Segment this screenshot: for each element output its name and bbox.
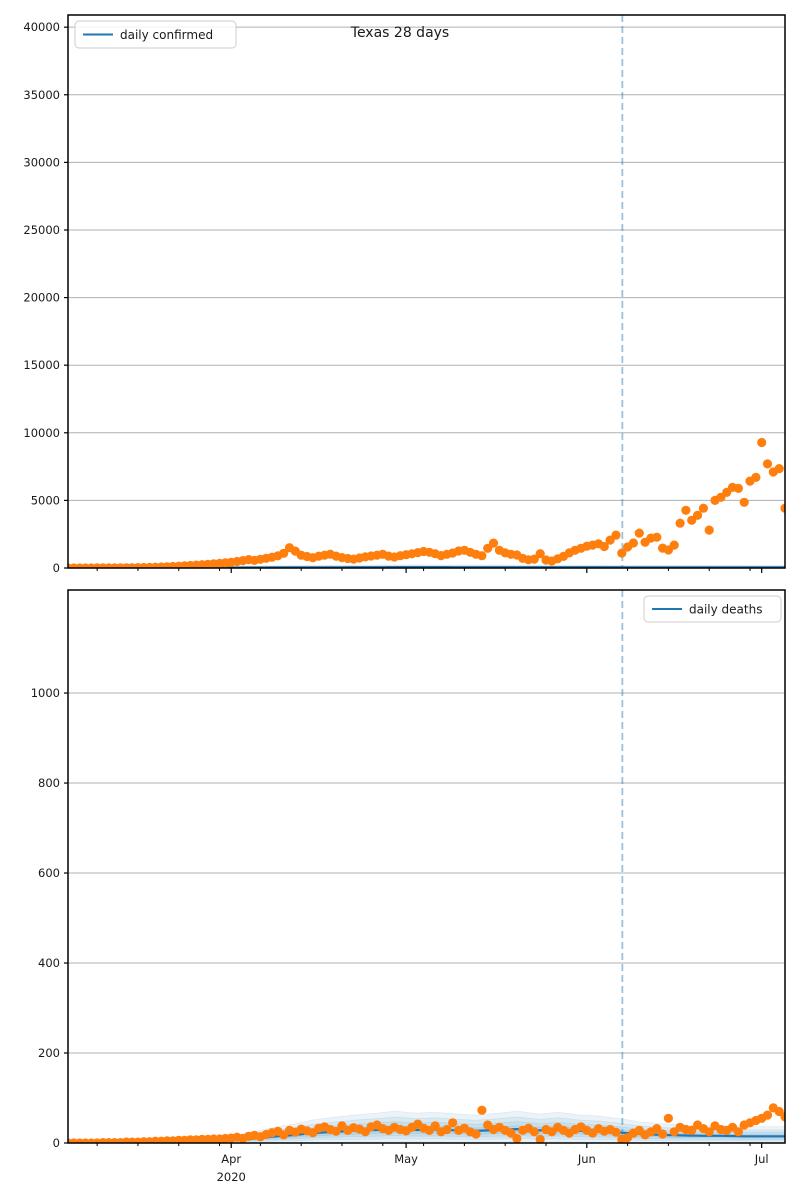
scatter-point <box>617 548 627 558</box>
y-tick-label: 25000 <box>23 223 60 237</box>
render-root: 0500010000150002000025000300003500040000… <box>23 14 786 1184</box>
y-tick-label: 400 <box>38 956 60 970</box>
axes-frame <box>67 14 786 569</box>
y-tick-label: 15000 <box>23 358 60 372</box>
x-tick-label: Apr <box>221 1152 241 1166</box>
scatter-point <box>652 532 662 542</box>
scatter-point <box>442 1124 452 1135</box>
legend-label: daily deaths <box>689 603 762 617</box>
axes-frame <box>67 589 786 1144</box>
scatter-point <box>762 1110 773 1120</box>
y-tick-label: 20000 <box>23 291 60 305</box>
y-tick-label: 40000 <box>23 20 60 34</box>
scatter-point <box>704 525 714 535</box>
plot-area <box>68 590 785 1143</box>
scatter-point <box>652 1124 662 1134</box>
y-tick-label: 0 <box>53 561 60 575</box>
scatter-point <box>739 497 749 507</box>
scatter-point <box>448 1118 458 1128</box>
x-tick-label: Jul <box>754 1152 769 1166</box>
y-tick-label: 200 <box>38 1046 60 1060</box>
scatter-point <box>663 1113 674 1123</box>
scatter-point <box>535 1134 545 1143</box>
scatter-point <box>704 1127 714 1137</box>
scatter-point <box>774 1106 784 1117</box>
scatter-point <box>529 554 539 564</box>
scatter-point <box>477 551 487 561</box>
legend-label: daily confirmed <box>120 28 213 42</box>
legend: daily confirmed <box>74 20 237 49</box>
scatter-point <box>687 1125 697 1135</box>
y-tick-label: 5000 <box>31 493 60 507</box>
y-tick-label: 0 <box>53 1136 60 1150</box>
scatter-point <box>698 503 709 513</box>
scatter-point <box>780 1112 785 1122</box>
scatter-point <box>430 1121 440 1131</box>
scatter-point <box>535 549 545 559</box>
scatter-point <box>512 1133 522 1143</box>
scatter-point <box>681 505 691 515</box>
bottom-axes: 0 200 400 600 800 1000 Apr May Jun Jul 2020 daily d… <box>31 589 786 1184</box>
x-tick-label: Jun <box>577 1152 596 1166</box>
scatter-point <box>774 464 784 474</box>
y-tick-label: 10000 <box>23 426 60 440</box>
plot-area <box>68 15 785 568</box>
scatter-point <box>780 503 785 513</box>
scatter-point <box>488 538 499 548</box>
scatter-point <box>733 1127 744 1137</box>
y-tick-label: 600 <box>38 866 60 880</box>
scatter-point <box>611 1127 621 1137</box>
scatter-point <box>611 530 621 540</box>
scatter-point <box>751 472 761 482</box>
top-axes: 0 5000 10000 15000 20000 25000 30000 35000 40000… <box>23 14 786 575</box>
scatter-point <box>599 541 609 552</box>
x-tick-label: May <box>394 1152 418 1166</box>
scatter-point <box>757 437 767 448</box>
scatter-point <box>506 1128 516 1138</box>
scatter-point <box>279 548 289 558</box>
legend: daily deaths <box>643 595 782 623</box>
scatter-point <box>658 1129 668 1139</box>
y-tick-label: 35000 <box>23 88 60 102</box>
legend-box <box>643 595 782 623</box>
scatter-point <box>762 459 773 469</box>
scatter-point <box>669 540 679 550</box>
scatter-point <box>628 538 639 548</box>
legend-box <box>74 20 237 49</box>
y-tick-label: 800 <box>38 776 60 790</box>
scatter-point <box>529 1127 539 1137</box>
scatter-point <box>634 528 644 538</box>
chart-title: Texas 28 days <box>350 25 449 41</box>
scatter-point <box>471 1129 481 1139</box>
scatter-point <box>675 518 685 528</box>
scatter-point <box>733 483 744 493</box>
scatter-point <box>693 510 703 520</box>
scatter-point <box>477 1105 487 1115</box>
x-year-label: 2020 <box>217 1170 246 1184</box>
scatter-point <box>331 1126 341 1136</box>
y-tick-label: 1000 <box>31 686 60 700</box>
y-tick-label: 30000 <box>23 155 60 169</box>
